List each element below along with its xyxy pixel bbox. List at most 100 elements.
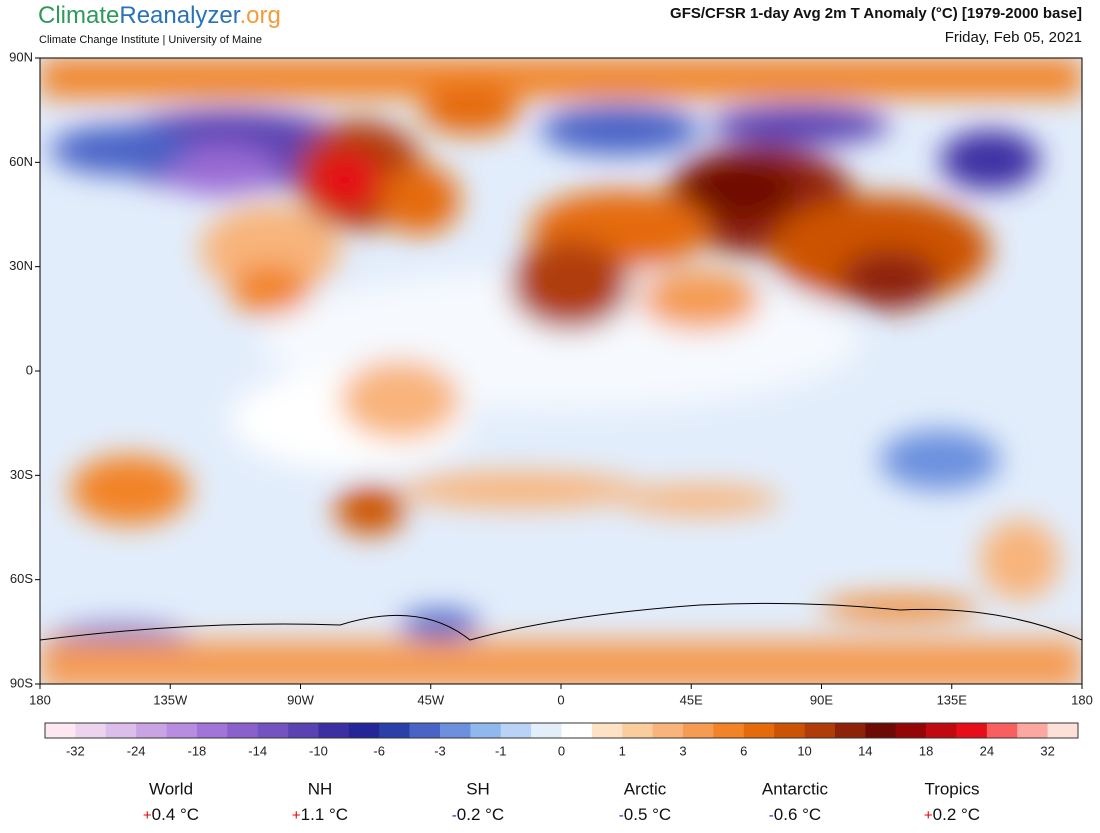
lon-label: 90W xyxy=(287,692,314,707)
region-value: -0.6 °C xyxy=(769,805,821,824)
lat-label: 90N xyxy=(9,49,33,64)
region-name: Arctic xyxy=(624,779,667,798)
colorbar-swatch xyxy=(865,723,897,738)
region-sign: - xyxy=(769,807,774,824)
lat-label: 30S xyxy=(10,467,33,482)
region-sign: + xyxy=(924,807,933,824)
colorbar-swatch xyxy=(622,723,653,738)
colorbar-swatch xyxy=(409,723,441,738)
colorbar-label: -6 xyxy=(373,743,385,758)
colorbar-swatch xyxy=(531,723,562,738)
lon-label: 135E xyxy=(937,692,968,707)
lat-label: 60N xyxy=(9,154,33,169)
lat-label: 0 xyxy=(26,362,33,377)
colorbar-swatch xyxy=(986,723,1018,738)
logo[interactable]: ClimateReanalyzer.org xyxy=(38,2,281,29)
colorbar-swatch xyxy=(348,723,380,738)
colorbar-label: -14 xyxy=(248,743,267,758)
colorbar-label: 14 xyxy=(858,743,872,758)
colorbar-swatch xyxy=(683,723,714,738)
colorbar-swatch xyxy=(834,723,866,738)
region-value: -0.5 °C xyxy=(619,805,671,824)
colorbar-swatch xyxy=(804,723,836,738)
colorbar-label: 18 xyxy=(919,743,933,758)
colorbar-label: 1 xyxy=(619,743,626,758)
lon-label: 135W xyxy=(153,692,188,707)
colorbar-swatch xyxy=(257,723,289,738)
map xyxy=(40,58,1082,684)
colorbar-swatch xyxy=(1047,723,1079,738)
colorbar-label: 32 xyxy=(1040,743,1054,758)
colorbar-swatch xyxy=(895,723,927,738)
title: GFS/CFSR 1-day Avg 2m T Anomaly (°C) [19… xyxy=(670,5,1082,22)
colorbar-label: 24 xyxy=(980,743,994,758)
lon-label: 180 xyxy=(29,692,51,707)
region-number: 0.2 °C xyxy=(457,805,504,824)
colorbar-swatch xyxy=(1017,723,1048,738)
colorbar-swatch xyxy=(75,723,107,738)
colorbar-swatch xyxy=(926,723,957,738)
region-name: Tropics xyxy=(924,779,979,798)
colorbar-swatch xyxy=(561,723,593,738)
colorbar-label: -3 xyxy=(434,743,446,758)
colorbar-swatch xyxy=(227,723,258,738)
region-sign: + xyxy=(143,807,152,824)
lon-label: 45E xyxy=(680,692,703,707)
region-sign: + xyxy=(292,807,301,824)
lat-label: 30N xyxy=(9,258,33,273)
colorbar-swatch xyxy=(743,723,775,738)
colorbar-swatch xyxy=(500,723,532,738)
colorbar-swatch xyxy=(470,723,502,738)
colorbar-label: 10 xyxy=(797,743,811,758)
region-value: +1.1 °C xyxy=(292,805,348,824)
region-name: Antarctic xyxy=(762,779,829,798)
logo-part: Climate xyxy=(38,2,119,29)
colorbar-label: -18 xyxy=(188,743,207,758)
colorbar-swatch xyxy=(318,723,350,738)
region-number: 0.2 °C xyxy=(933,805,980,824)
colorbar-label: -1 xyxy=(495,743,507,758)
colorbar-swatch xyxy=(105,723,137,738)
colorbar-label: 6 xyxy=(740,743,747,758)
colorbar-label: 0 xyxy=(558,743,565,758)
lat-label: 60S xyxy=(10,571,33,586)
colorbar-swatch xyxy=(713,723,745,738)
region-value: +0.2 °C xyxy=(924,805,980,824)
colorbar-swatch xyxy=(288,723,319,738)
logo-part: Reanalyzer xyxy=(119,2,240,29)
region-name: SH xyxy=(466,779,490,798)
lon-label: 180 xyxy=(1071,692,1093,707)
colorbar-frame xyxy=(44,722,1079,739)
lon-label: 90E xyxy=(810,692,833,707)
colorbar-label: 3 xyxy=(679,743,686,758)
region-name: World xyxy=(149,779,193,798)
colorbar-swatch xyxy=(956,723,988,738)
colorbar-swatch xyxy=(591,723,623,738)
region-name: NH xyxy=(308,779,333,798)
colorbar-swatch xyxy=(136,723,167,738)
region-number: 0.5 °C xyxy=(624,805,671,824)
lon-label: 0 xyxy=(557,692,564,707)
colorbar-swatch xyxy=(166,723,198,738)
colorbar-swatch xyxy=(379,723,410,738)
colorbar-label: -24 xyxy=(127,743,146,758)
region-number: 0.6 °C xyxy=(774,805,821,824)
colorbar-swatch xyxy=(45,723,76,738)
subtitle: Climate Change Institute | University of… xyxy=(39,34,262,46)
lat-label: 90S xyxy=(10,675,33,690)
region-number: 0.4 °C xyxy=(152,805,199,824)
colorbar-label: -32 xyxy=(66,743,85,758)
colorbar-swatch xyxy=(196,723,228,738)
region-number: 1.1 °C xyxy=(301,805,348,824)
colorbar-label: -10 xyxy=(309,743,328,758)
logo-part: .org xyxy=(239,2,280,29)
lon-label: 45W xyxy=(417,692,444,707)
region-sign: - xyxy=(619,807,624,824)
region-sign: - xyxy=(452,807,457,824)
colorbar-swatch xyxy=(774,723,805,738)
region-value: -0.2 °C xyxy=(452,805,504,824)
region-value: +0.4 °C xyxy=(143,805,199,824)
colorbar-swatch xyxy=(652,723,684,738)
colorbar-swatch xyxy=(439,723,471,738)
